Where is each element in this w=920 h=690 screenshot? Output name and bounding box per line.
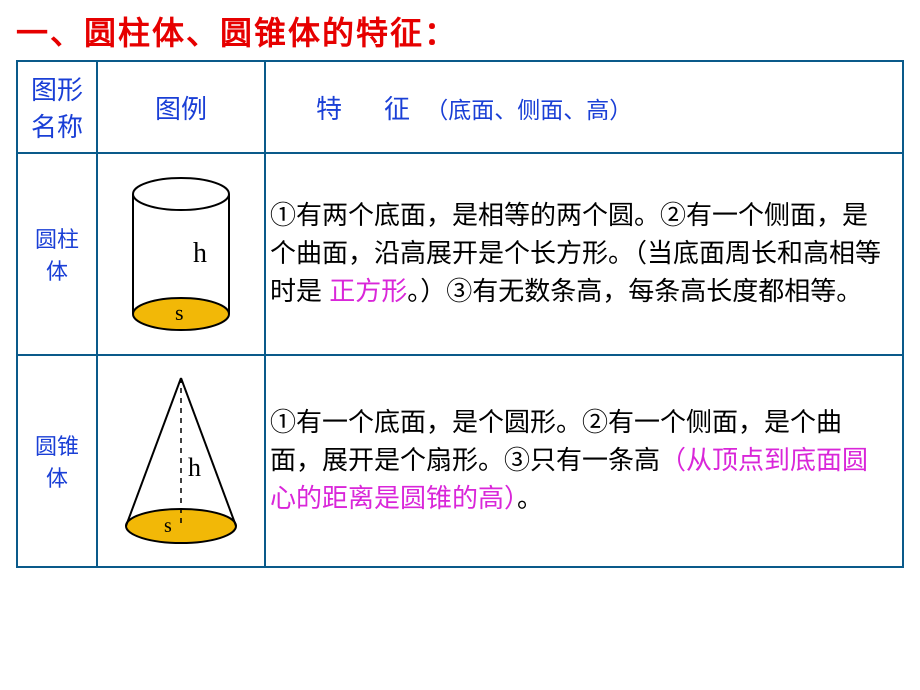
features-table: 图形 名称 图例 特 征 （底面、侧面、高） 圆柱体 h s ①有两个底面，是相…: [16, 60, 904, 568]
header-row: 图形 名称 图例 特 征 （底面、侧面、高）: [17, 61, 903, 153]
page-title: 一、圆柱体、圆锥体的特征：: [16, 8, 904, 54]
feature-text: ③有无数条高，每条高长度都相等。: [446, 276, 862, 306]
header-name-line1: 图形: [31, 75, 83, 105]
cylinder-s-label: s: [175, 300, 184, 325]
feature-cell: ①有一个底面，是个圆形。②有一个侧面，是个曲面，展开是个扇形。③只有一条高（从顶…: [265, 355, 903, 567]
header-feature: 特 征 （底面、侧面、高）: [265, 61, 903, 153]
feature-highlight: 正方形: [329, 276, 407, 306]
cone-s-label: s: [164, 515, 172, 537]
shape-name-cell: 圆柱体: [17, 153, 97, 355]
header-name-line2: 名称: [31, 112, 83, 142]
shape-name-cell: 圆锥体: [17, 355, 97, 567]
header-feature-main: 特 征: [316, 94, 418, 124]
feature-text: ③只有一条高: [504, 445, 660, 475]
feature-text: ①有一个底面，是个圆形。: [270, 407, 582, 437]
cylinder-h-label: h: [193, 238, 207, 269]
header-name: 图形 名称: [17, 61, 97, 153]
cone-h-label: h: [188, 453, 201, 482]
table-row: 圆柱体 h s ①有两个底面，是相等的两个圆。②有一个侧面，是个曲面，沿高展开是…: [17, 153, 903, 355]
feature-text: 。: [517, 483, 543, 513]
diagram-cell: h s: [97, 153, 265, 355]
cone-diagram: h s: [106, 366, 256, 556]
cylinder-diagram: h s: [111, 164, 251, 344]
feature-cell: ①有两个底面，是相等的两个圆。②有一个侧面，是个曲面，沿高展开是个长方形。（当底…: [265, 153, 903, 355]
table-row: 圆锥体 h s ①有一个底面，是个圆形。②有一个侧面，是个曲面，展开是个扇形。③…: [17, 355, 903, 567]
header-diagram: 图例: [97, 61, 265, 153]
feature-text: ①有两个底面，是相等的两个圆。: [270, 200, 660, 230]
feature-text: 。）: [407, 276, 446, 306]
header-feature-sub: （底面、侧面、高）: [425, 97, 632, 123]
diagram-cell: h s: [97, 355, 265, 567]
